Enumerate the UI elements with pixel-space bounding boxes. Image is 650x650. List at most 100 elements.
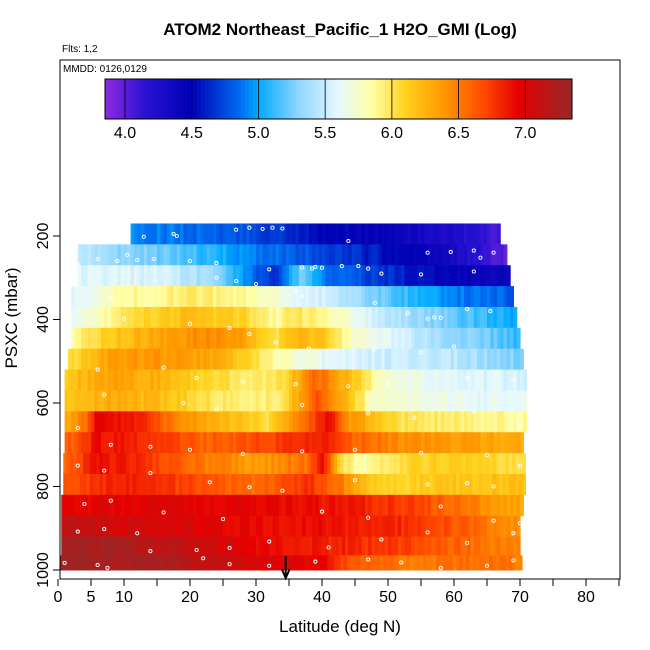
heatmap-cell [84, 369, 89, 391]
heatmap-cell [84, 306, 89, 329]
colorbar-segment [332, 79, 337, 119]
heatmap-cell [355, 390, 359, 412]
heatmap-cell [351, 327, 356, 350]
heatmap-cell [226, 306, 231, 329]
heatmap-cell [97, 369, 102, 391]
heatmap-cell [292, 390, 297, 412]
heatmap-cell [318, 411, 323, 433]
heatmap-cell [209, 432, 214, 454]
heatmap-cell [186, 306, 191, 329]
heatmap-cell [430, 348, 435, 371]
heatmap-cell [477, 244, 481, 266]
heatmap-cell [129, 453, 134, 475]
heatmap-cell [232, 306, 237, 329]
heatmap-cell [503, 536, 508, 556]
heatmap-cell [427, 306, 432, 329]
heatmap-cell [242, 369, 247, 391]
heatmap-cell [67, 369, 72, 391]
heatmap-cell [209, 265, 214, 287]
heatmap-cell [391, 369, 396, 391]
heatmap-cell [216, 369, 221, 391]
heatmap-cell [117, 432, 122, 454]
heatmap-cell [238, 555, 243, 571]
heatmap-cell [322, 369, 326, 391]
heatmap-cell [178, 473, 183, 496]
heatmap-cell [411, 306, 415, 329]
heatmap-cell [153, 348, 158, 371]
heatmap-cell [71, 432, 76, 454]
heatmap-cell [331, 390, 336, 412]
heatmap-cell [361, 411, 366, 433]
heatmap-cell [343, 555, 348, 571]
heatmap-cell [450, 536, 455, 556]
heatmap-cell [133, 244, 138, 266]
heatmap-cell [325, 432, 330, 454]
heatmap-cell [252, 432, 257, 454]
colorbar-segment [336, 79, 341, 119]
heatmap-cell [99, 473, 104, 496]
heatmap-cell [120, 411, 125, 433]
heatmap-cell [114, 306, 118, 329]
heatmap-cell [436, 453, 441, 475]
colorbar-segment [496, 79, 501, 119]
heatmap-cell [94, 494, 99, 517]
heatmap-cell [63, 555, 68, 571]
heatmap-cell [467, 306, 472, 329]
heatmap-cell [388, 390, 392, 412]
heatmap-cell [160, 390, 165, 412]
heatmap-cell [463, 390, 468, 412]
heatmap-cell [216, 265, 221, 287]
heatmap-cell [203, 306, 208, 329]
heatmap-cell [213, 369, 217, 391]
colorbar-segment [560, 79, 565, 119]
heatmap-cell [384, 390, 389, 412]
heatmap-cell [463, 432, 468, 454]
heatmap-cell [140, 348, 145, 371]
heatmap-cell [147, 369, 151, 391]
heatmap-cell [199, 515, 204, 538]
sample-point [346, 384, 351, 389]
heatmap-cell [312, 306, 316, 329]
heatmap-cell [150, 494, 155, 517]
heatmap-cell [373, 453, 378, 475]
sample-point [418, 451, 424, 456]
colorbar-segment [212, 79, 218, 119]
heatmap-cell [114, 348, 118, 371]
heatmap-cell [328, 265, 333, 287]
heatmap-cell [421, 494, 425, 517]
heatmap-cell [279, 432, 283, 454]
heatmap-cell [232, 223, 237, 245]
heatmap-cell [460, 286, 465, 308]
heatmap-cell [520, 411, 524, 433]
heatmap-cell [87, 515, 92, 538]
heatmap-cell [394, 390, 399, 412]
x-tick-label: 60 [445, 589, 463, 606]
sample-point [465, 481, 470, 486]
colorbar-segment [168, 79, 174, 119]
heatmap-cell [338, 348, 343, 371]
heatmap-cell [345, 286, 349, 308]
sample-point [108, 442, 113, 447]
heatmap-cell [361, 369, 366, 391]
heatmap-cell [226, 223, 231, 245]
heatmap-cell [196, 244, 201, 266]
sample-point [280, 226, 285, 231]
heatmap-cell [282, 411, 287, 433]
heatmap-cell [307, 555, 312, 571]
sample-point [465, 307, 470, 312]
heatmap-cell [454, 369, 458, 391]
heatmap-cell [407, 390, 412, 412]
sample-point [62, 560, 67, 565]
heatmap-cell [345, 244, 349, 266]
heatmap-cell [487, 265, 491, 287]
heatmap-cell [67, 348, 72, 371]
heatmap-cell [401, 515, 406, 538]
heatmap-cell [176, 536, 181, 556]
heatmap-cell [450, 411, 455, 433]
heatmap-cell [308, 223, 313, 245]
heatmap-cell [133, 432, 138, 454]
heatmap-cell [305, 536, 310, 556]
colorbar-tick-label: 4.5 [181, 125, 203, 142]
heatmap-cell [446, 453, 450, 475]
heatmap-cell [196, 369, 201, 391]
